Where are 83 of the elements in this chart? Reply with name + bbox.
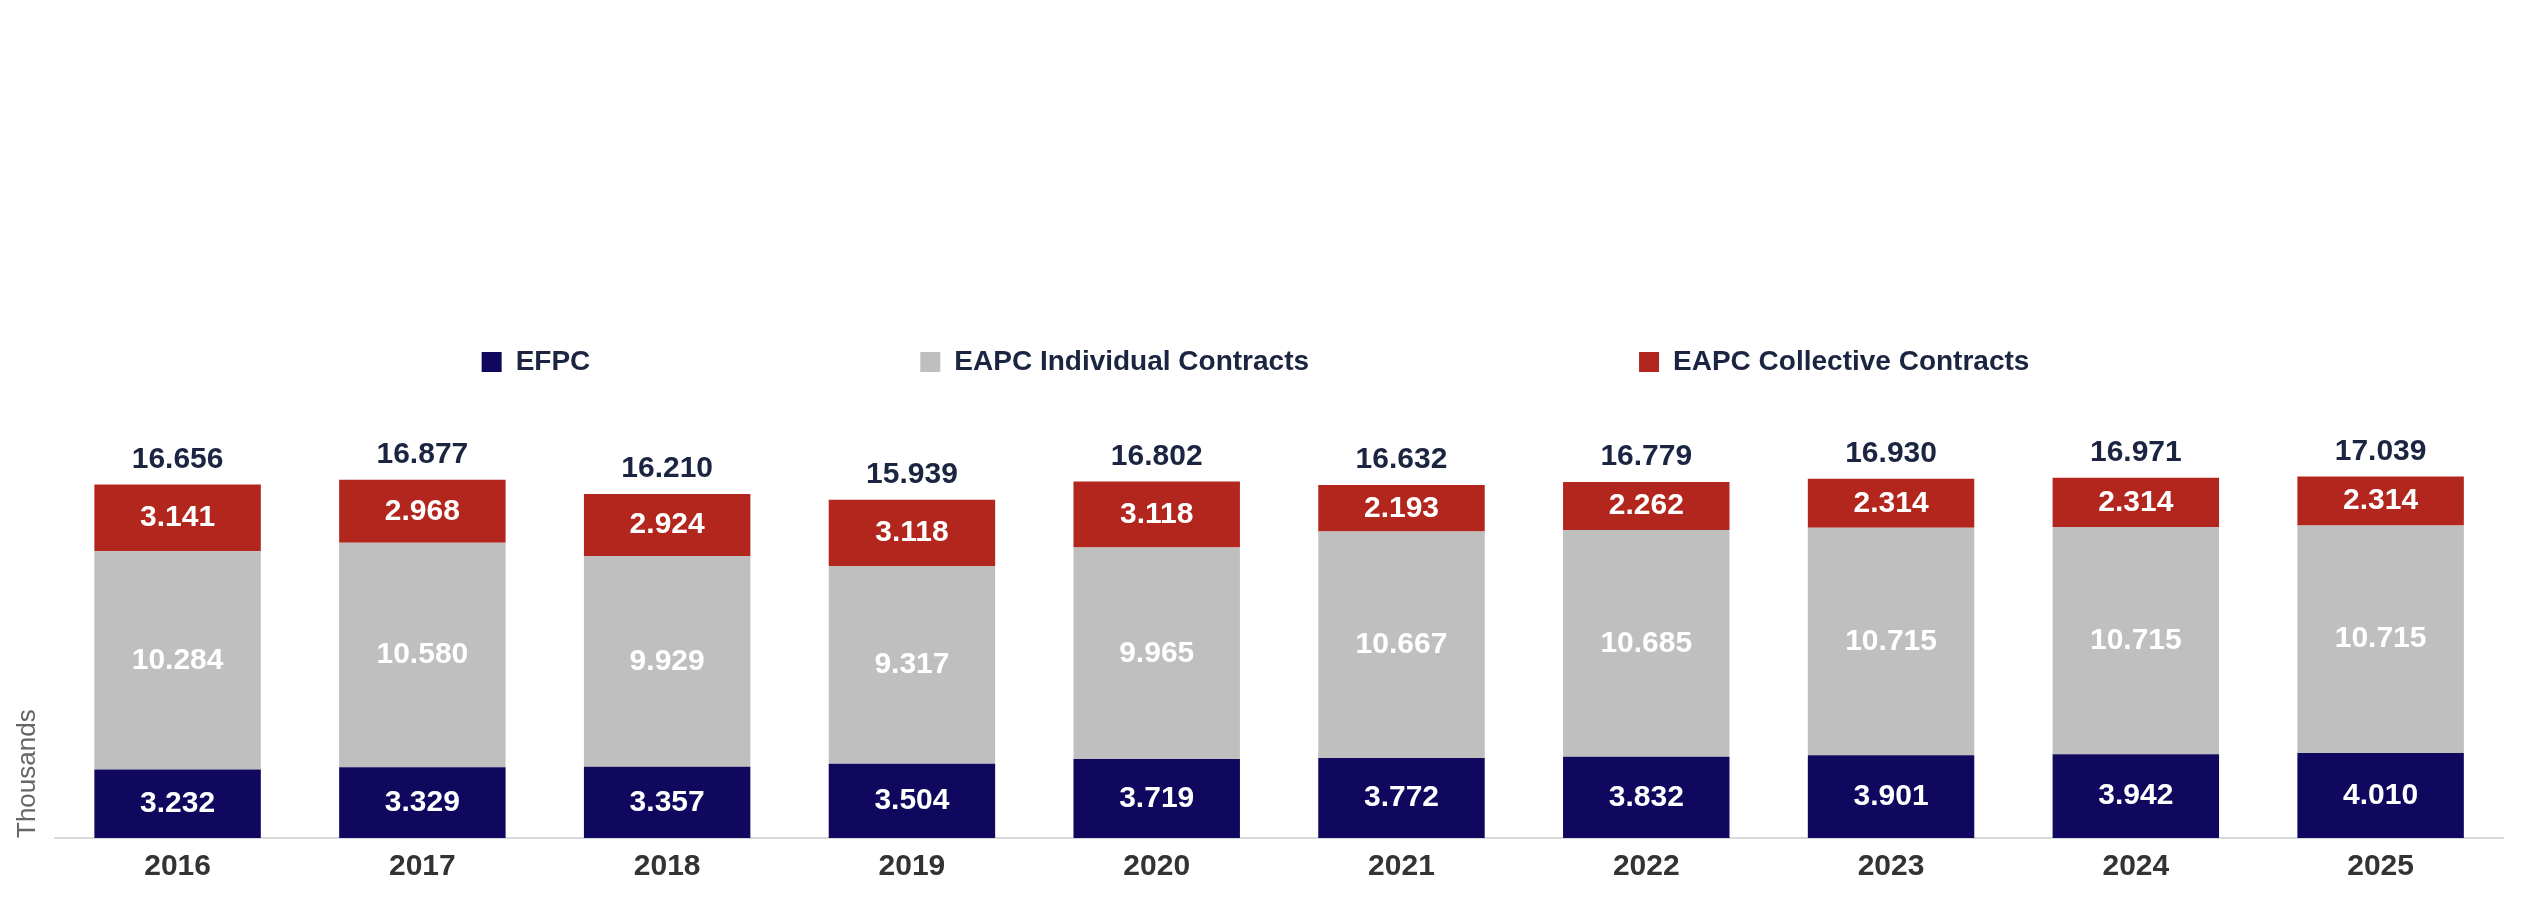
total-label: 16.877	[376, 436, 469, 470]
bar	[339, 542, 506, 768]
data-label: 3.832	[1608, 778, 1684, 812]
bar	[94, 551, 261, 770]
total-label: 17.039	[2334, 432, 2427, 466]
bar	[828, 763, 996, 838]
data-label: 2.262	[1608, 487, 1684, 521]
bar	[2297, 752, 2464, 838]
data-label: 2.924	[629, 506, 705, 540]
data-label: 9.317	[874, 646, 950, 680]
total-label: 16.656	[131, 440, 224, 474]
data-label: 3.357	[629, 783, 705, 817]
bar	[1807, 478, 1975, 528]
bar	[2297, 525, 2464, 753]
data-label: 3.118	[1120, 495, 1194, 529]
data-label: 10.715	[1845, 622, 1937, 656]
total-label: 16.632	[1355, 441, 1448, 475]
bar	[339, 767, 506, 838]
x-tick-label: 2018	[633, 848, 701, 882]
data-label: 2.968	[384, 492, 460, 526]
data-label: 10.580	[376, 636, 469, 670]
data-label: 3.118	[875, 514, 949, 548]
data-label: 3.329	[384, 783, 460, 817]
bar	[94, 484, 261, 552]
bar	[94, 769, 261, 838]
total-label: 16.802	[1110, 437, 1203, 471]
bar	[1563, 529, 1730, 757]
data-label: 10.284	[131, 641, 224, 675]
total-label: 16.210	[621, 450, 714, 484]
data-label: 3.141	[140, 499, 216, 533]
y-axis-title: Thousands	[10, 709, 41, 838]
data-label: 10.715	[2334, 620, 2427, 654]
data-label: 2.193	[1363, 489, 1440, 523]
data-label: 2.314	[2343, 482, 2419, 516]
bar	[1073, 547, 1240, 760]
x-tick-label: 2025	[2347, 848, 2414, 882]
data-label: 3.719	[1119, 779, 1195, 813]
bar	[1318, 757, 1485, 838]
data-label: 10.715	[2089, 621, 2182, 655]
x-tick-label: 2017	[388, 848, 456, 882]
data-label: 9.965	[1119, 634, 1195, 668]
bar	[583, 493, 751, 557]
x-tick-label: 2023	[1857, 848, 1925, 882]
legend-label: EAPC Individual Contracts	[954, 344, 1310, 376]
x-tick-label: 2022	[1612, 848, 1680, 882]
data-label: 3.232	[140, 784, 216, 818]
bar	[828, 565, 996, 764]
x-tick-label: 2020	[1123, 848, 1191, 882]
bar	[2297, 476, 2464, 526]
bar	[2052, 526, 2220, 755]
data-label: 10.685	[1600, 624, 1693, 658]
x-tick-label: 2016	[144, 848, 211, 882]
bar	[1318, 485, 1485, 532]
data-label: 3.901	[1853, 777, 1929, 811]
bar	[583, 766, 751, 838]
bar	[339, 479, 506, 543]
bar	[1563, 756, 1730, 838]
total-label: 16.779	[1600, 438, 1693, 472]
x-tick-label: 2024	[2102, 848, 2170, 882]
x-tick-label: 2021	[1368, 848, 1435, 882]
bar	[828, 499, 996, 566]
data-label: 9.929	[629, 642, 705, 676]
legend-label: EFPC	[515, 344, 591, 376]
total-label: 16.930	[1845, 434, 1937, 468]
data-label: 2.314	[2098, 483, 2174, 517]
bar	[1073, 481, 1240, 548]
bar	[1807, 755, 1975, 838]
data-label: 3.504	[874, 782, 950, 816]
data-label: 3.942	[2098, 777, 2174, 811]
bar	[2052, 754, 2220, 838]
data-label: 10.667	[1355, 626, 1448, 660]
total-label: 16.971	[2089, 434, 2182, 468]
bar	[1073, 759, 1240, 838]
x-tick-label: 2019	[878, 848, 946, 882]
bar	[1318, 531, 1485, 758]
legend-label: EAPC Collective Contracts	[1673, 344, 2030, 376]
data-label: 3.772	[1363, 779, 1440, 813]
bar	[1807, 527, 1975, 756]
data-label: 2.314	[1853, 484, 1929, 518]
total-label: 15.939	[866, 456, 958, 489]
data-label: 4.010	[2343, 776, 2419, 810]
bar	[583, 556, 751, 767]
bar	[2052, 477, 2220, 527]
